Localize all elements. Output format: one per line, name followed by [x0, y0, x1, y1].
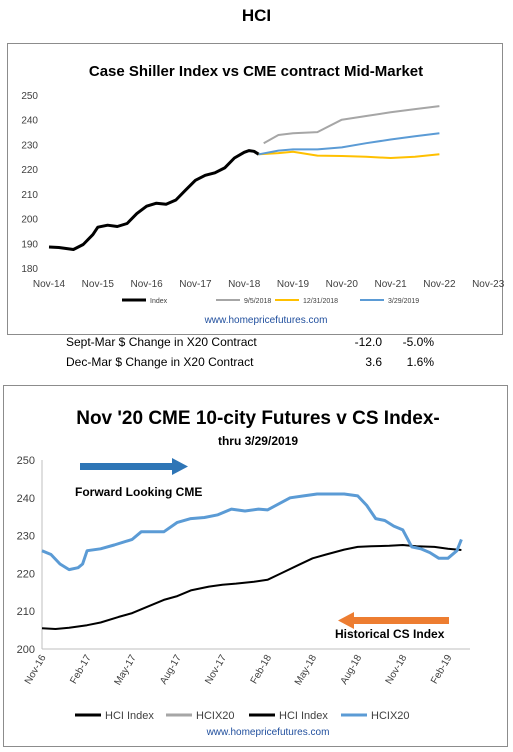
x-tick-label-feb-18: Feb-18: [249, 653, 275, 686]
stat-pct-dec-mar: 1.6%: [406, 355, 434, 369]
series-line-9-5-2018: [263, 105, 440, 145]
x-tick-label-aug-18: Aug-18: [339, 653, 365, 687]
y-tick-label-180: 180: [21, 264, 38, 275]
top-chart: Case Shiller Index vs CME contract Mid-M…: [21, 63, 505, 326]
top-chart-title: Case Shiller Index vs CME contract Mid-M…: [89, 63, 423, 80]
series-line-hci-index: [41, 544, 462, 630]
y-tick-label-200: 200: [17, 644, 35, 656]
x-tick-label-feb-17: Feb-17: [68, 653, 94, 686]
legend-label-12-31-2018: 12/31/2018: [303, 298, 338, 305]
top-source-url: www.homepricefutures.com: [204, 315, 328, 326]
x-tick-label-nov-18: Nov-18: [228, 279, 261, 290]
x-tick-label-nov-17: Nov-17: [179, 279, 212, 290]
stat-label-dec-mar: Dec-Mar $ Change in X20 Contract: [66, 355, 254, 369]
x-tick-label-may-18: May-18: [293, 653, 319, 688]
x-tick-label-feb-19: Feb-19: [429, 653, 455, 686]
historical-arrow-shaft: [352, 617, 449, 624]
legend-label-index: Index: [150, 298, 168, 305]
legend-label-hci-index-2: HCI Index: [279, 710, 328, 722]
y-tick-label-220: 220: [21, 165, 38, 176]
x-tick-label-nov-21: Nov-21: [374, 279, 407, 290]
x-tick-label-nov-16: Nov-16: [23, 653, 49, 687]
y-tick-label-220: 220: [17, 568, 35, 580]
y-tick-label-240: 240: [17, 493, 35, 505]
x-tick-label-may-17: May-17: [113, 653, 139, 688]
x-tick-label-nov-23: Nov-23: [472, 279, 505, 290]
legend-label-hci-index-0: HCI Index: [105, 710, 154, 722]
bottom-source-url: www.homepricefutures.com: [206, 727, 330, 738]
stat-label-sept-mar: Sept-Mar $ Change in X20 Contract: [66, 335, 257, 349]
y-tick-label-250: 250: [21, 91, 38, 102]
y-tick-label-210: 210: [21, 190, 38, 201]
x-tick-label-nov-14: Nov-14: [33, 279, 66, 290]
x-tick-label-nov-19: Nov-19: [277, 279, 310, 290]
annotation-historical: Historical CS Index: [335, 627, 445, 641]
x-tick-label-nov-20: Nov-20: [326, 279, 359, 290]
y-tick-label-190: 190: [21, 239, 38, 250]
series-line-12-31-2018: [258, 150, 440, 159]
series-line-hcix20: [41, 492, 463, 572]
top-chart-frame: [7, 43, 503, 335]
x-tick-label-nov-15: Nov-15: [82, 279, 115, 290]
y-tick-label-230: 230: [21, 140, 38, 151]
forward-arrow-shaft: [80, 463, 174, 470]
x-tick-label-nov-16: Nov-16: [130, 279, 163, 290]
bottom-chart-title: Nov '20 CME 10-city Futures v CS Index-: [76, 408, 440, 429]
x-tick-label-nov-17: Nov-17: [203, 653, 229, 687]
y-tick-label-230: 230: [17, 531, 35, 543]
bottom-chart-frame: [3, 385, 508, 747]
legend-label-hcix20-3: HCIX20: [371, 710, 410, 722]
x-tick-label-nov-22: Nov-22: [423, 279, 456, 290]
stat-pct-sept-mar: -5.0%: [402, 335, 434, 349]
y-tick-label-210: 210: [17, 606, 35, 618]
y-tick-label-250: 250: [17, 455, 35, 467]
historical-arrow-head: [338, 612, 354, 629]
stat-dollar-sept-mar: -12.0: [354, 335, 382, 349]
y-tick-label-240: 240: [21, 116, 38, 127]
series-line-index: [48, 149, 260, 251]
series-line-3-29-2019: [258, 132, 440, 156]
legend-label-hcix20-1: HCIX20: [196, 710, 235, 722]
stat-dollar-dec-mar: 3.6: [365, 355, 382, 369]
forward-arrow-head: [172, 458, 188, 475]
legend-label-3-29-2019: 3/29/2019: [388, 298, 419, 305]
x-tick-label-nov-18: Nov-18: [384, 653, 410, 687]
x-tick-label-aug-17: Aug-17: [158, 653, 184, 687]
legend-label-9-5-2018: 9/5/2018: [244, 298, 271, 305]
y-tick-label-200: 200: [21, 215, 38, 226]
page-title: HCI: [241, 6, 272, 25]
bottom-chart-subtitle: thru 3/29/2019: [218, 434, 298, 448]
annotation-forward-looking: Forward Looking CME: [75, 485, 202, 499]
